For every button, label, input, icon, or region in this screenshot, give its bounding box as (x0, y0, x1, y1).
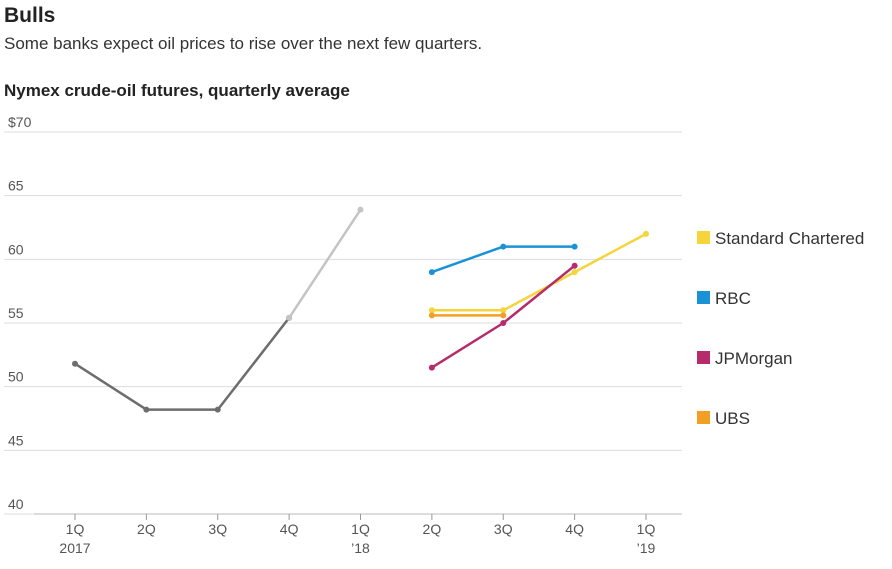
y-tick-label: 55 (8, 305, 24, 321)
data-point-rbc (428, 269, 435, 276)
x-tick-label: 1Q (66, 521, 85, 537)
x-tick-label: 2Q (423, 521, 442, 537)
x-tick-label: 1Q (637, 521, 656, 537)
y-tick-label: 60 (8, 241, 24, 257)
data-point-jpmorgan (428, 364, 435, 371)
data-point-rbc (500, 243, 507, 250)
y-tick-label: 65 (8, 178, 24, 194)
data-point-rbc (571, 243, 578, 250)
legend-swatch (697, 351, 710, 364)
y-tick-label: 45 (8, 432, 24, 448)
series-line-actual (73, 316, 291, 411)
chart-headline: Bulls (4, 4, 56, 27)
x-tick-year-label: ’18 (351, 540, 370, 556)
legend-swatch (697, 231, 710, 244)
data-point-standard_chartered (500, 307, 507, 314)
x-tick-label: 3Q (208, 521, 227, 537)
x-tick-label: 4Q (565, 521, 584, 537)
y-tick-label: $70 (8, 114, 32, 130)
data-point-jpmorgan (571, 262, 578, 269)
chart-subtitle: Some banks expect oil prices to rise ove… (4, 34, 483, 53)
x-tick-label: 3Q (494, 521, 513, 537)
data-point-actual (72, 360, 78, 367)
data-point-actual (143, 406, 150, 413)
y-tick-label: 40 (8, 496, 24, 512)
data-point-actual_recent (357, 206, 364, 213)
data-point-actual (214, 406, 221, 413)
data-point-ubs (500, 312, 507, 319)
x-tick-year-label: ’19 (637, 540, 656, 556)
series-line-standard_chartered (430, 232, 648, 312)
data-point-standard_chartered (571, 269, 578, 276)
legend: Standard Chartered RBC JPMorgan UBS (697, 229, 864, 428)
legend-label: UBS (715, 409, 750, 428)
series-line-actual_recent (287, 208, 362, 320)
y-axis-ticks: $70 65 60 55 50 45 40 (8, 114, 32, 512)
series-lines (72, 206, 649, 413)
chart-title: Nymex crude-oil futures, quarterly avera… (4, 81, 350, 100)
data-point-actual_recent (286, 314, 293, 321)
x-tick-label: 4Q (280, 521, 299, 537)
legend-label: JPMorgan (715, 349, 792, 368)
y-tick-label: 50 (8, 369, 24, 385)
x-tick-label: 2Q (137, 521, 156, 537)
x-tick-label: 1Q (351, 521, 370, 537)
data-point-standard_chartered (643, 230, 649, 237)
legend-swatch (697, 291, 710, 304)
data-point-jpmorgan (500, 320, 507, 326)
x-tick-year-label: 2017 (59, 540, 90, 556)
data-point-standard_chartered (428, 307, 435, 314)
legend-label: Standard Chartered (715, 229, 864, 248)
gridlines (4, 131, 682, 515)
x-axis-ticks: 1Q 2017 2Q 3Q 4Q 1Q ’18 2Q 3Q 4Q 1Q ’19 (34, 513, 682, 556)
legend-label: RBC (715, 289, 751, 308)
legend-swatch (697, 411, 710, 424)
data-point-ubs (428, 312, 435, 319)
